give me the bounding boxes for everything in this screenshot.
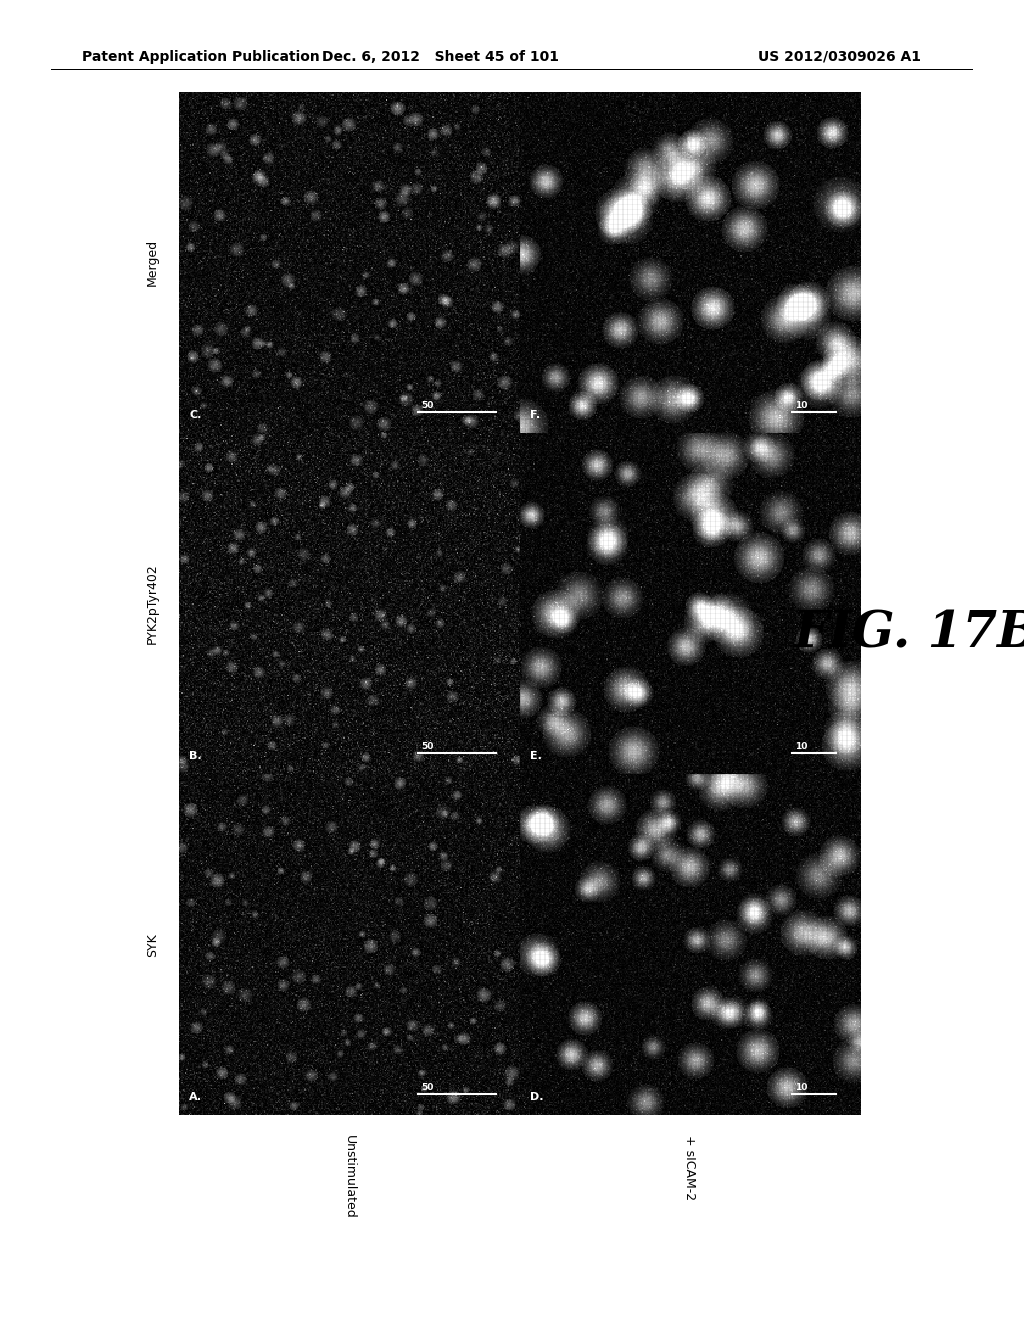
Text: Dec. 6, 2012   Sheet 45 of 101: Dec. 6, 2012 Sheet 45 of 101 xyxy=(322,50,559,63)
Text: 50: 50 xyxy=(421,1082,433,1092)
Text: 10: 10 xyxy=(796,742,808,751)
Text: Merged: Merged xyxy=(145,239,159,286)
Text: Patent Application Publication: Patent Application Publication xyxy=(82,50,319,63)
Text: A.: A. xyxy=(189,1092,203,1102)
Text: SYK: SYK xyxy=(145,933,159,957)
Text: US 2012/0309026 A1: US 2012/0309026 A1 xyxy=(758,50,922,63)
Text: E.: E. xyxy=(529,751,542,760)
Text: PYK2pTyr402: PYK2pTyr402 xyxy=(145,564,159,644)
Text: Unstimulated: Unstimulated xyxy=(343,1135,356,1218)
Text: 10: 10 xyxy=(796,400,808,409)
Text: + sICAM-2: + sICAM-2 xyxy=(683,1135,696,1200)
Text: 50: 50 xyxy=(421,742,433,751)
Text: D.: D. xyxy=(529,1092,544,1102)
Text: C.: C. xyxy=(189,409,202,420)
Text: F.: F. xyxy=(529,409,540,420)
Text: 50: 50 xyxy=(421,400,433,409)
Text: FIG. 17B: FIG. 17B xyxy=(794,609,1024,659)
Text: B.: B. xyxy=(189,751,202,760)
Text: 10: 10 xyxy=(796,1082,808,1092)
